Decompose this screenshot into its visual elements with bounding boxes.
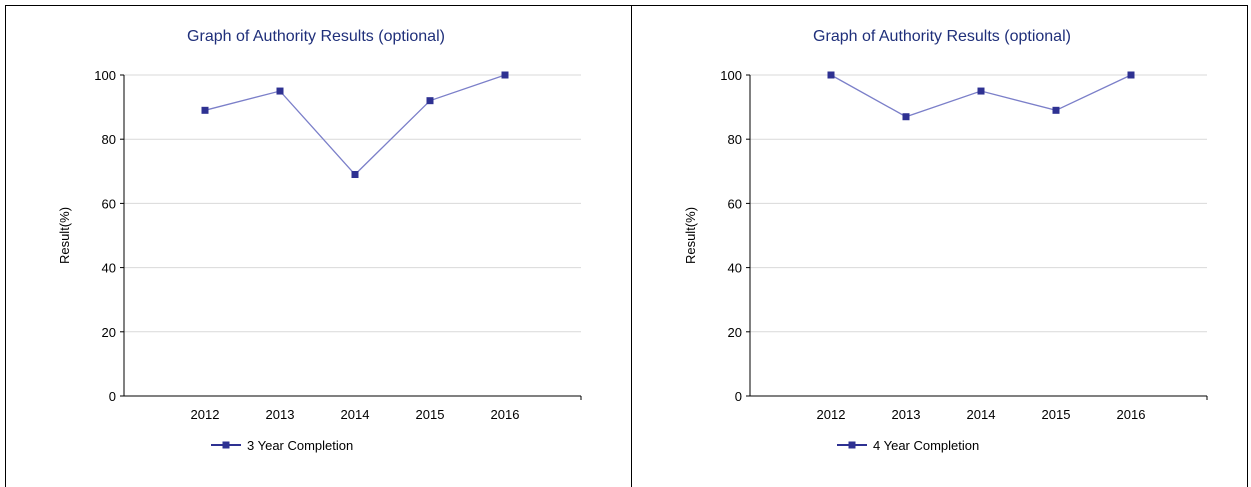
chart-title: Graph of Authority Results (optional) — [813, 28, 1071, 45]
x-tick-label: 2013 — [892, 407, 921, 422]
x-tick-label: 2015 — [1042, 407, 1071, 422]
chart-title: Graph of Authority Results (optional) — [187, 28, 445, 45]
y-tick-label: 40 — [102, 261, 116, 276]
x-tick-label: 2016 — [1117, 407, 1146, 422]
data-point — [1052, 106, 1060, 114]
y-tick-label: 100 — [94, 68, 116, 83]
x-tick-label: 2013 — [266, 407, 295, 422]
y-tick-label: 60 — [728, 196, 742, 211]
y-tick-label: 80 — [102, 132, 116, 147]
legend-label: 3 Year Completion — [247, 438, 353, 453]
series-line — [204, 74, 506, 176]
x-tick-label: 2014 — [967, 407, 996, 422]
data-point — [426, 97, 434, 105]
x-tick-label: 2015 — [416, 407, 445, 422]
y-axis-label: Result(%) — [683, 207, 698, 264]
data-point — [1127, 71, 1135, 79]
data-point — [201, 106, 209, 114]
y-tick-label: 80 — [728, 132, 742, 147]
data-point — [902, 113, 910, 121]
chart-4-year-completion: Graph of Authority Results (optional) 0 20… — [683, 28, 1208, 453]
legend-label: 4 Year Completion — [873, 438, 979, 453]
y-tick-label: 60 — [102, 196, 116, 211]
legend-marker — [222, 441, 230, 449]
series-line — [830, 74, 1132, 118]
x-tick-label: 2014 — [341, 407, 370, 422]
y-tick-label: 100 — [720, 68, 742, 83]
data-point — [827, 71, 835, 79]
x-tick-label: 2012 — [817, 407, 846, 422]
data-point — [351, 171, 359, 179]
chart-3-year-completion: Graph of Authority Results (optional) 0 20… — [57, 28, 582, 453]
y-tick-label: 20 — [728, 325, 742, 340]
x-tick-label: 2016 — [491, 407, 520, 422]
panel-frame — [5, 5, 1248, 487]
data-point — [501, 71, 509, 79]
data-point — [276, 87, 284, 95]
y-tick-label: 0 — [735, 389, 742, 404]
data-point — [977, 87, 985, 95]
y-tick-label: 20 — [102, 325, 116, 340]
y-tick-label: 0 — [109, 389, 116, 404]
x-tick-label: 2012 — [191, 407, 220, 422]
y-tick-label: 40 — [728, 261, 742, 276]
y-axis-label: Result(%) — [57, 207, 72, 264]
panel-divider — [631, 5, 632, 487]
legend-marker — [848, 441, 856, 449]
